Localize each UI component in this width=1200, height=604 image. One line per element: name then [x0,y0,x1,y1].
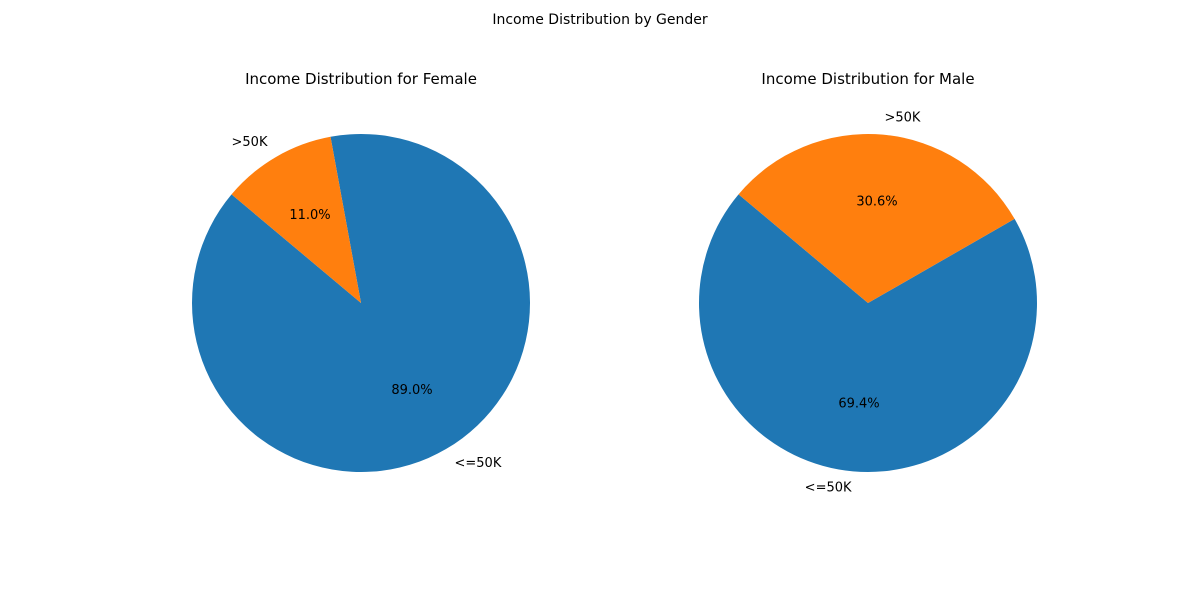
slice-pct-female-le50k: 89.0% [391,383,432,398]
pie-chart-male: Income Distribution for Male <=50K 69.4% >5… [699,70,1037,496]
pie-title-female: Income Distribution for Female [245,70,477,88]
slice-label-male-le50k: <=50K [805,481,852,496]
slice-label-male-gt50k: >50K [884,110,920,125]
pie-title-male: Income Distribution for Male [761,70,974,88]
slice-pct-male-le50k: 69.4% [838,397,879,412]
pie-slice-male-gt50k [738,134,1015,303]
slice-label-female-le50k: <=50K [455,456,502,471]
pie-slice-male-le50k [699,194,1037,473]
pie-chart-female: Income Distribution for Female <=50K 89.0%… [191,70,530,472]
pie-slice-female-gt50k [231,136,361,303]
slice-pct-male-gt50k: 30.6% [856,194,897,209]
slice-pct-female-gt50k: 11.0% [289,208,330,223]
figure-suptitle: Income Distribution by Gender [492,12,708,28]
slice-label-female-gt50k: >50K [232,135,268,150]
